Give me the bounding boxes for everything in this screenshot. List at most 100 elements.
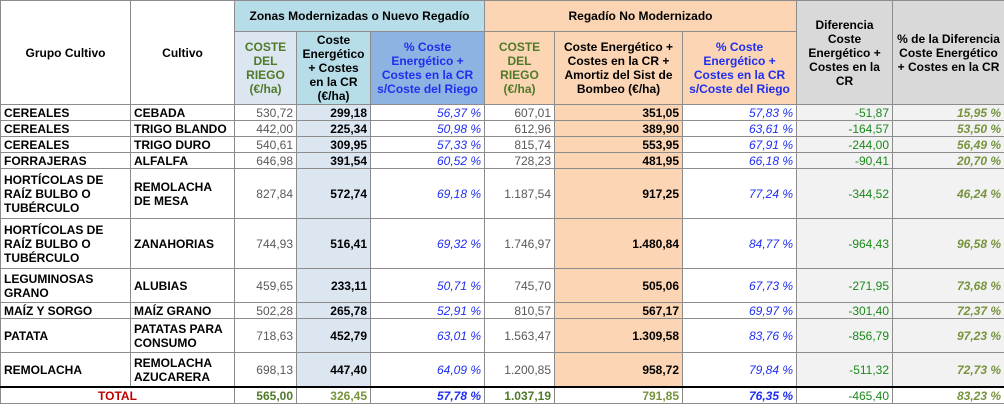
cell-coste-energetico-regadio: 1.309,58 — [554, 318, 684, 353]
cell-pct-zonas: 69,32 % — [369, 218, 486, 269]
cell-coste-riego-regadio: 1.200,85 — [484, 352, 556, 388]
cell-cultivo: TRIGO DURO — [130, 136, 235, 153]
cell-grupo: HORTÍCOLAS DE RAÍZ BULBO O TUBÉRCULO — [0, 218, 131, 269]
cell-coste-riego-regadio: 607,01 — [484, 104, 556, 121]
cell-pct-diferencia: 15,95 % — [892, 104, 1004, 121]
cell-coste-energetico-zonas: 516,41 — [296, 218, 371, 269]
cell-diferencia: -301,40 — [796, 302, 894, 319]
cell-coste-energetico-zonas: 299,18 — [296, 104, 371, 121]
header-diferencia: Diferencia Coste Energético + Costes en … — [796, 0, 894, 105]
total-coste-energetico-regadio: 791,85 — [554, 386, 684, 404]
cell-diferencia: -344,52 — [796, 168, 894, 219]
cell-grupo: HORTÍCOLAS DE RAÍZ BULBO O TUBÉRCULO — [0, 168, 131, 219]
cell-diferencia: -964,43 — [796, 218, 894, 269]
cell-pct-zonas: 64,09 % — [369, 352, 486, 388]
total-row: TOTAL 565,00 326,45 57,78 % 1.037,19 791… — [0, 386, 1004, 404]
cell-coste-riego-zonas: 698,13 — [234, 352, 297, 388]
cell-pct-zonas: 60,52 % — [369, 152, 486, 169]
cell-coste-energetico-regadio: 351,05 — [554, 104, 684, 121]
cell-diferencia: -271,95 — [796, 268, 894, 303]
cell-coste-energetico-zonas: 233,11 — [296, 268, 371, 303]
cell-grupo: LEGUMINOSAS GRANO — [0, 268, 131, 303]
cell-coste-energetico-zonas: 309,95 — [296, 136, 371, 153]
cell-pct-zonas: 56,37 % — [369, 104, 486, 121]
total-label: TOTAL — [0, 386, 235, 404]
cell-coste-riego-zonas: 530,72 — [234, 104, 297, 121]
cell-cultivo: TRIGO BLANDO — [130, 120, 235, 137]
total-coste-riego-zonas: 565,00 — [234, 386, 297, 404]
cell-pct-regadio: 66,18 % — [682, 152, 798, 169]
table-row: FORRAJERAS ALFALFA 646,98 391,54 60,52 %… — [0, 152, 1004, 169]
cell-coste-riego-regadio: 1.746,97 — [484, 218, 556, 269]
cell-cultivo: PATATAS PARA CONSUMO — [130, 318, 235, 353]
cell-coste-energetico-zonas: 265,78 — [296, 302, 371, 319]
cell-coste-energetico-regadio: 553,95 — [554, 136, 684, 153]
cell-pct-zonas: 50,71 % — [369, 268, 486, 303]
cell-coste-energetico-regadio: 1.480,84 — [554, 218, 684, 269]
cell-pct-diferencia: 97,23 % — [892, 318, 1004, 353]
cell-cultivo: CEBADA — [130, 104, 235, 121]
cell-coste-energetico-regadio: 567,17 — [554, 302, 684, 319]
header-coste-riego-zonas: COSTE DEL RIEGO (€/ha) — [234, 31, 297, 105]
cell-cultivo: ZANAHORIAS — [130, 218, 235, 269]
cell-coste-riego-regadio: 728,23 — [484, 152, 556, 169]
cell-diferencia: -164,57 — [796, 120, 894, 137]
cell-coste-riego-regadio: 745,70 — [484, 268, 556, 303]
cell-coste-riego-regadio: 815,74 — [484, 136, 556, 153]
header-group-regadio-no-modernizado: Regadío No Modernizado — [484, 0, 798, 32]
cell-coste-riego-zonas: 744,93 — [234, 218, 297, 269]
cell-pct-regadio: 67,73 % — [682, 268, 798, 303]
header-group-zonas-modernizadas: Zonas Modernizadas o Nuevo Regadío — [233, 0, 486, 32]
cell-pct-zonas: 63,01 % — [369, 318, 486, 353]
table-row: CEREALES CEBADA 530,72 299,18 56,37 % 60… — [0, 104, 1004, 121]
cell-pct-diferencia: 53,50 % — [892, 120, 1004, 137]
cell-grupo: REMOLACHA — [0, 352, 131, 388]
cell-coste-energetico-zonas: 572,74 — [296, 168, 371, 219]
total-pct-regadio: 76,35 % — [682, 386, 798, 404]
header-cultivo: Cultivo — [130, 0, 235, 105]
cell-coste-riego-zonas: 459,65 — [234, 268, 297, 303]
cell-diferencia: -90,41 — [796, 152, 894, 169]
cell-coste-riego-regadio: 1.563,47 — [484, 318, 556, 353]
cell-diferencia: -51,87 — [796, 104, 894, 121]
cell-pct-regadio: 57,83 % — [682, 104, 798, 121]
cell-coste-riego-regadio: 1.187,54 — [484, 168, 556, 219]
cell-coste-energetico-regadio: 917,25 — [554, 168, 684, 219]
cell-cultivo: REMOLACHA AZUCARERA — [130, 352, 235, 388]
table-row: PATATA PATATAS PARA CONSUMO 718,63 452,7… — [0, 318, 1004, 353]
header-coste-riego-regadio: COSTE DEL RIEGO (€/ha) — [484, 31, 556, 105]
cell-cultivo: REMOLACHA DE MESA — [130, 168, 235, 219]
cell-coste-energetico-regadio: 958,72 — [554, 352, 684, 388]
cell-pct-diferencia: 72,73 % — [892, 352, 1004, 388]
table-row: CEREALES TRIGO DURO 540,61 309,95 57,33 … — [0, 136, 1004, 153]
cell-grupo: MAÍZ Y SORGO — [0, 302, 131, 319]
header-coste-energetico-zonas: Coste Energético + Costes en la CR (€/ha… — [296, 31, 371, 105]
cell-coste-riego-zonas: 540,61 — [234, 136, 297, 153]
cell-coste-energetico-zonas: 447,40 — [296, 352, 371, 388]
table-row: CEREALES TRIGO BLANDO 442,00 225,34 50,9… — [0, 120, 1004, 137]
cell-grupo: CEREALES — [0, 120, 131, 137]
cell-cultivo: ALUBIAS — [130, 268, 235, 303]
table-row: LEGUMINOSAS GRANO ALUBIAS 459,65 233,11 … — [0, 268, 1004, 303]
cell-coste-riego-zonas: 646,98 — [234, 152, 297, 169]
cell-coste-riego-zonas: 502,28 — [234, 302, 297, 319]
cell-coste-energetico-zonas: 452,79 — [296, 318, 371, 353]
cell-coste-energetico-zonas: 391,54 — [296, 152, 371, 169]
cell-coste-energetico-zonas: 225,34 — [296, 120, 371, 137]
cell-coste-riego-zonas: 827,84 — [234, 168, 297, 219]
table-row: REMOLACHA REMOLACHA AZUCARERA 698,13 447… — [0, 352, 1004, 388]
cell-pct-zonas: 50,98 % — [369, 120, 486, 137]
cell-grupo: CEREALES — [0, 136, 131, 153]
cell-pct-diferencia: 56,49 % — [892, 136, 1004, 153]
total-pct-zonas: 57,78 % — [369, 386, 486, 404]
cell-pct-regadio: 77,24 % — [682, 168, 798, 219]
total-coste-riego-regadio: 1.037,19 — [484, 386, 556, 404]
cell-pct-regadio: 79,84 % — [682, 352, 798, 388]
cell-pct-diferencia: 46,24 % — [892, 168, 1004, 219]
cell-pct-regadio: 63,61 % — [682, 120, 798, 137]
cell-coste-energetico-regadio: 481,95 — [554, 152, 684, 169]
header-pct-zonas: % Coste Energético + Costes en la CR s/C… — [369, 31, 486, 105]
table-row: HORTÍCOLAS DE RAÍZ BULBO O TUBÉRCULO REM… — [0, 168, 1004, 219]
cell-coste-riego-zonas: 442,00 — [234, 120, 297, 137]
cell-coste-energetico-regadio: 505,06 — [554, 268, 684, 303]
